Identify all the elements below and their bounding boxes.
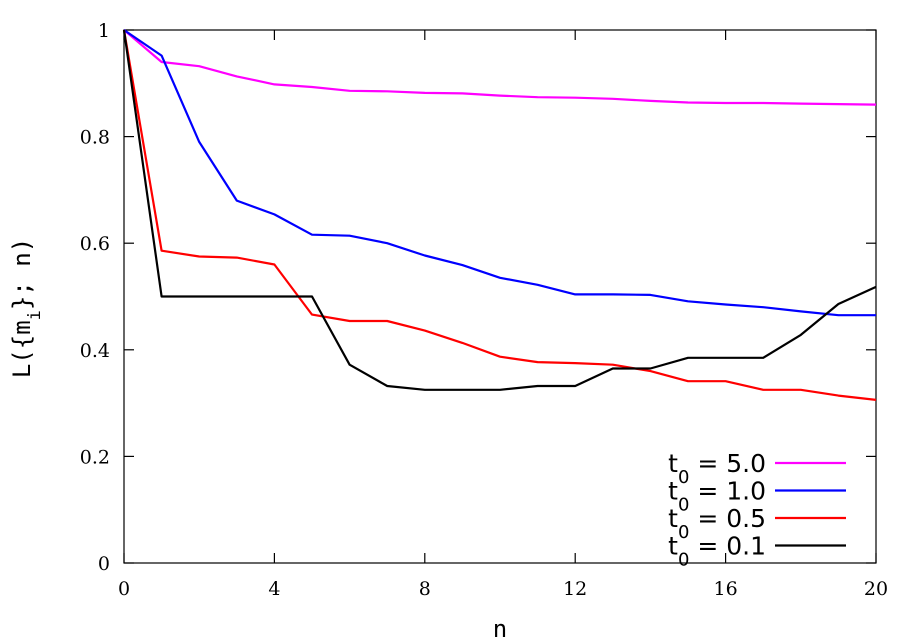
- series-line-3: [122, 29, 877, 401]
- svg-text:L({mi}; n): L({mi}; n): [8, 238, 45, 378]
- y-axis-label-main: L({m: [8, 320, 36, 378]
- legend-entry-1: t0 = 5.0: [668, 449, 846, 488]
- y-tick-label: 0.2: [80, 446, 110, 468]
- x-tick-label: 0: [118, 578, 130, 600]
- legend-entry-4: t0 = 0.1: [668, 532, 846, 571]
- y-tick-label: 0.8: [80, 127, 110, 149]
- legend-label: t0 = 1.0: [668, 477, 766, 516]
- series-line-1: [123, 29, 877, 106]
- y-tick-label: 0: [98, 553, 110, 575]
- x-tick-label: 8: [419, 578, 431, 600]
- axis-ticks: [123, 29, 877, 564]
- legend-label-subscript: 0: [678, 467, 689, 488]
- y-tick-label: 1: [98, 20, 110, 42]
- x-tick-label: 4: [268, 578, 280, 600]
- legend-label-subscript: 0: [678, 549, 689, 570]
- legend-label-rest: = 5.0: [689, 449, 766, 478]
- series-lines: [122, 29, 877, 401]
- legend-label-subscript: 0: [678, 494, 689, 515]
- legend-entry-2: t0 = 1.0: [668, 477, 846, 516]
- y-axis-label-tail: }; n): [8, 238, 36, 310]
- legend-label-base: t: [668, 449, 678, 478]
- x-tick-label: 12: [563, 578, 587, 600]
- legend-label-subscript: 0: [678, 522, 689, 543]
- legend-label-base: t: [668, 504, 678, 533]
- x-tick-label: 20: [864, 578, 888, 600]
- y-axis-label-subscript: i: [25, 310, 45, 320]
- legend-label-base: t: [668, 532, 678, 561]
- legend-entry-3: t0 = 0.5: [668, 504, 846, 543]
- x-tick-label: 16: [714, 578, 738, 600]
- series-line-2: [123, 29, 876, 317]
- plot-area-frame: [123, 29, 877, 564]
- legend-label-rest: = 0.5: [689, 504, 766, 533]
- legend-label-rest: = 0.1: [689, 532, 766, 561]
- legend-label-base: t: [668, 477, 678, 506]
- series-line-4: [122, 29, 877, 391]
- x-axis-label: n: [493, 615, 507, 642]
- legend-label: t0 = 0.1: [668, 532, 766, 571]
- y-axis-label: L({mi}; n): [8, 238, 45, 378]
- legend-label: t0 = 0.5: [668, 504, 766, 543]
- y-tick-label: 0.6: [80, 233, 110, 255]
- legend-label: t0 = 5.0: [668, 449, 766, 488]
- legend: t0 = 5.0t0 = 1.0t0 = 0.5t0 = 0.1: [668, 449, 846, 570]
- axis-tick-labels: 0 4 8 12 16 20 0 0.2 0.4 0.6 0.8 1: [80, 20, 888, 600]
- legend-label-rest: = 1.0: [689, 477, 766, 506]
- y-tick-label: 0.4: [80, 340, 110, 362]
